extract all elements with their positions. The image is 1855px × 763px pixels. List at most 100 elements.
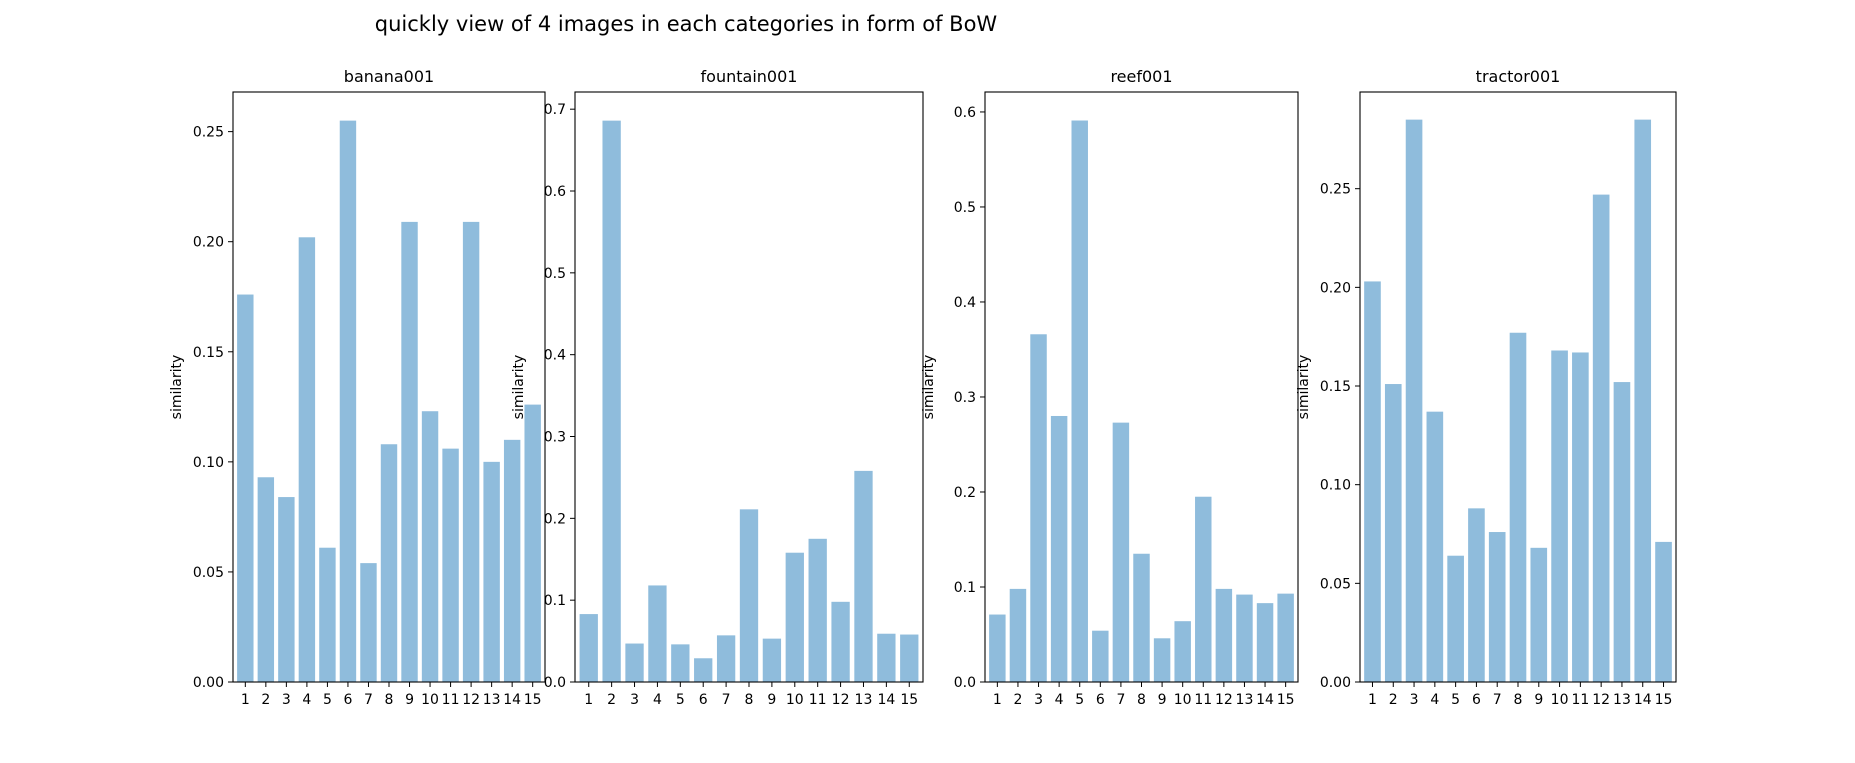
y-tick-label: 0.20 — [193, 235, 224, 251]
bar-3 — [625, 643, 644, 682]
subplot-title: banana001 — [344, 67, 434, 86]
y-tick-label: 0.0 — [954, 675, 976, 691]
bar-3 — [278, 497, 295, 682]
x-tick-label: 2 — [261, 692, 270, 708]
x-tick-label: 10 — [786, 692, 804, 708]
x-tick-label: 12 — [1592, 692, 1610, 708]
bar-9 — [401, 221, 418, 682]
bar-15 — [1655, 541, 1672, 682]
bar-10 — [1551, 350, 1568, 682]
x-tick-label: 14 — [1634, 692, 1652, 708]
bar-3 — [1405, 119, 1423, 682]
x-tick-label: 12 — [832, 692, 850, 708]
bar-13 — [1236, 594, 1253, 682]
bar-11 — [442, 448, 459, 682]
bar-8 — [380, 444, 398, 682]
x-tick-label: 15 — [1277, 692, 1295, 708]
y-tick-label: 0.15 — [1320, 379, 1351, 395]
x-tick-label: 1 — [241, 692, 250, 708]
x-tick-label: 8 — [745, 692, 754, 708]
bar-15 — [900, 634, 919, 682]
bar-8 — [1509, 332, 1527, 682]
y-tick-label: 0.00 — [193, 675, 224, 691]
x-tick-label: 7 — [1116, 692, 1125, 708]
bar-1 — [1364, 281, 1381, 682]
bar-7 — [1112, 422, 1130, 682]
bar-6 — [339, 120, 357, 683]
bar-11 — [808, 538, 827, 682]
bar-12 — [462, 221, 480, 682]
x-tick-label: 2 — [1013, 692, 1022, 708]
x-tick-label: 14 — [503, 692, 521, 708]
x-tick-label: 15 — [524, 692, 542, 708]
bar-1 — [989, 614, 1006, 682]
y-tick-label: 0.10 — [193, 455, 224, 471]
x-tick-label: 5 — [676, 692, 685, 708]
y-tick-label: 0.25 — [1320, 182, 1351, 198]
bar-4 — [1426, 411, 1444, 682]
bar-14 — [877, 633, 896, 682]
bar-14 — [1634, 119, 1652, 682]
bar-11 — [1195, 496, 1212, 682]
x-tick-label: 4 — [1430, 692, 1439, 708]
y-axis-label: similarity — [1296, 355, 1312, 420]
bar-13 — [1613, 382, 1631, 682]
x-tick-label: 1 — [1368, 692, 1377, 708]
bar-9 — [1153, 638, 1171, 682]
bar-7 — [360, 563, 377, 682]
subplot-banana001: 1 2 3 4 5 6 7 8 9 10 11 12 13 14 150.000.050.100.150.2… — [169, 67, 546, 708]
x-tick-label: 10 — [1174, 692, 1192, 708]
y-tick-label: 0.5 — [954, 200, 976, 216]
x-tick-label: 15 — [1655, 692, 1673, 708]
subplot-title: fountain001 — [701, 67, 798, 86]
bar-9 — [762, 638, 782, 682]
bar-2 — [1009, 588, 1027, 682]
y-tick-label: 0.4 — [544, 348, 566, 364]
x-tick-label: 13 — [855, 692, 873, 708]
x-tick-label: 2 — [607, 692, 616, 708]
x-tick-label: 6 — [1472, 692, 1481, 708]
x-tick-label: 6 — [343, 692, 352, 708]
x-tick-label: 11 — [809, 692, 827, 708]
y-tick-label: 0.0 — [544, 675, 566, 691]
x-tick-label: 10 — [421, 692, 439, 708]
y-tick-label: 0.4 — [954, 295, 976, 311]
y-tick-label: 0.7 — [544, 102, 566, 118]
bar-6 — [1092, 630, 1109, 682]
y-tick-label: 0.5 — [544, 266, 566, 282]
x-tick-label: 9 — [1158, 692, 1167, 708]
x-tick-label: 5 — [1451, 692, 1460, 708]
x-tick-label: 6 — [699, 692, 708, 708]
bar-9 — [1530, 547, 1548, 682]
bar-4 — [648, 585, 667, 682]
y-tick-label: 0.3 — [954, 390, 976, 406]
x-tick-label: 1 — [993, 692, 1002, 708]
x-tick-label: 10 — [1551, 692, 1569, 708]
y-tick-label: 0.1 — [954, 580, 976, 596]
bar-2 — [602, 120, 621, 682]
bar-15 — [524, 404, 541, 682]
x-tick-label: 7 — [1493, 692, 1502, 708]
bar-12 — [831, 601, 850, 682]
bar-8 — [1133, 553, 1150, 682]
bar-2 — [257, 477, 275, 682]
x-tick-label: 9 — [767, 692, 776, 708]
y-tick-label: 0.10 — [1320, 478, 1351, 494]
x-tick-label: 3 — [1034, 692, 1043, 708]
x-tick-label: 11 — [1571, 692, 1589, 708]
subplot-tractor001: 1 2 3 4 5 6 7 8 9 10 11 12 13 14 150.000.050.100.150.2… — [1296, 67, 1677, 708]
y-tick-label: 0.00 — [1320, 675, 1351, 691]
y-tick-label: 0.2 — [544, 511, 566, 527]
x-tick-label: 3 — [282, 692, 291, 708]
x-tick-label: 5 — [1075, 692, 1084, 708]
subplot-title: tractor001 — [1476, 67, 1561, 86]
x-tick-label: 6 — [1096, 692, 1105, 708]
bar-6 — [694, 658, 713, 682]
y-tick-label: 0.20 — [1320, 280, 1351, 296]
y-tick-label: 0.2 — [954, 485, 976, 501]
x-tick-label: 7 — [722, 692, 731, 708]
bar-14 — [503, 439, 521, 682]
x-tick-label: 13 — [1613, 692, 1631, 708]
x-tick-label: 13 — [1236, 692, 1254, 708]
y-tick-label: 0.1 — [544, 593, 566, 609]
